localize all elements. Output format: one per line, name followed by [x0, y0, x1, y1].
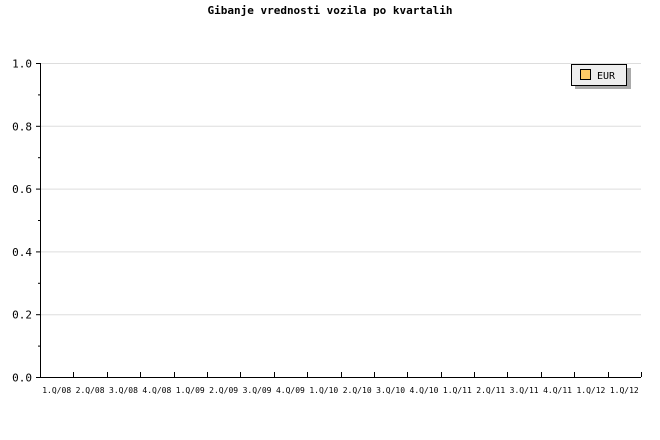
legend-label: EUR [597, 71, 616, 82]
y-tick-label: 0.4 [12, 246, 32, 259]
x-tick-label: 2.Q/08 [76, 386, 105, 395]
x-tick-label: 1.Q/12 [610, 386, 639, 395]
y-tick-label: 0.2 [12, 309, 32, 322]
x-tick-label: 1.Q/09 [176, 386, 205, 395]
x-tick-label: 1.Q/12 [576, 386, 605, 395]
x-tick-label: 4.Q/10 [410, 386, 439, 395]
y-tick-label: 0.6 [12, 183, 32, 196]
x-tick-label: 4.Q/09 [276, 386, 305, 395]
x-tick-label: 2.Q/10 [343, 386, 372, 395]
legend-swatch [580, 69, 591, 80]
x-tick-label: 4.Q/08 [142, 386, 171, 395]
y-tick-label: 0.0 [12, 372, 32, 385]
chart-title: Gibanje vrednosti vozila po kvartalih [207, 4, 453, 17]
x-tick-label: 3.Q/09 [243, 386, 272, 395]
x-tick-label: 3.Q/11 [510, 386, 539, 395]
x-tick-label: 3.Q/08 [109, 386, 138, 395]
x-tick-label: 3.Q/10 [376, 386, 405, 395]
x-tick-label: 1.Q/10 [309, 386, 338, 395]
y-tick-label: 1.0 [12, 58, 32, 71]
x-tick-label: 1.Q/11 [443, 386, 472, 395]
x-tick-label: 2.Q/11 [476, 386, 505, 395]
x-tick-label: 1.Q/08 [42, 386, 71, 395]
y-tick-label: 0.8 [12, 120, 32, 133]
x-tick-label: 4.Q/11 [543, 386, 572, 395]
x-tick-label: 2.Q/09 [209, 386, 238, 395]
